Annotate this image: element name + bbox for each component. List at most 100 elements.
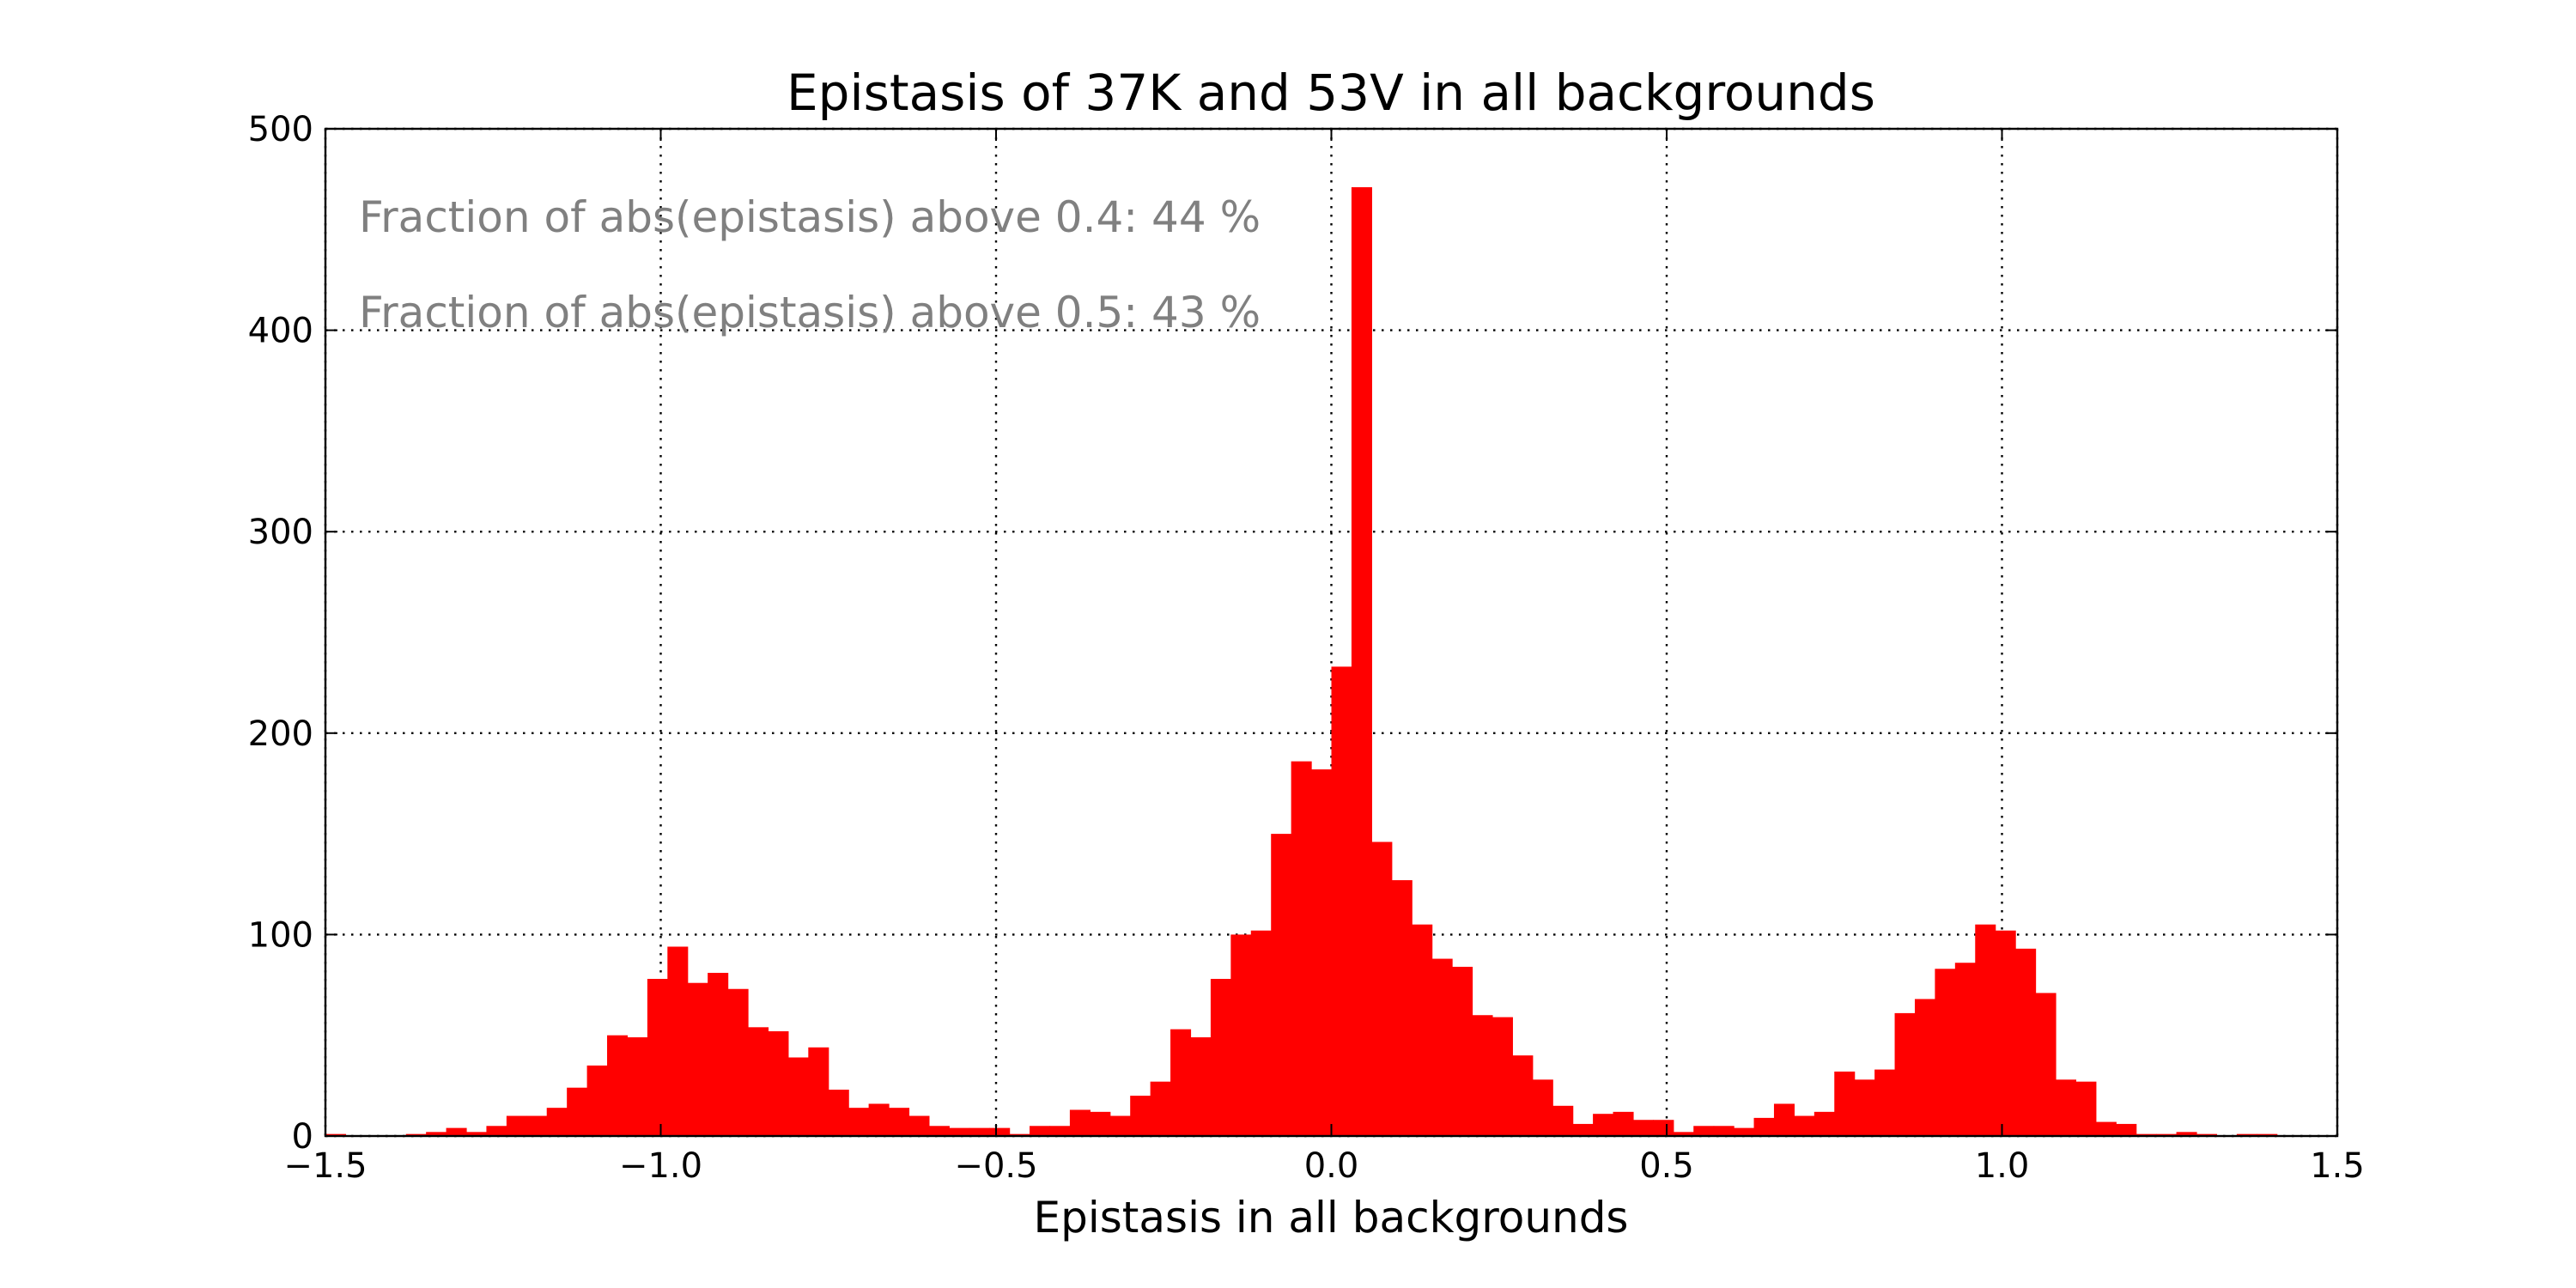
histogram-bar — [1794, 1115, 1815, 1136]
y-tick-label-4: 400 — [248, 312, 313, 351]
histogram-bar — [466, 1132, 488, 1136]
histogram-bar — [1532, 1079, 1553, 1136]
histogram-bar — [808, 1047, 829, 1136]
chart-title: Epistasis of 37K and 53V in all backgrou… — [787, 64, 1875, 122]
y-tick-label-1: 100 — [248, 915, 313, 955]
histogram-bar — [748, 1027, 769, 1136]
histogram-bar — [446, 1127, 467, 1136]
histogram-bar — [1673, 1132, 1694, 1136]
x-tick-label-3: 0.0 — [1304, 1146, 1359, 1186]
histogram-bar — [667, 946, 689, 1136]
histogram-bar — [1854, 1079, 1875, 1136]
histogram-bar — [1170, 1029, 1192, 1136]
histogram-bar — [989, 1127, 1011, 1136]
histogram-bar — [586, 1065, 608, 1136]
histogram-bar — [1271, 834, 1292, 1136]
x-axis-label: Epistasis in all backgrounds — [1034, 1193, 1629, 1242]
annotation-fraction-0-4: Fraction of abs(epistasis) above 0.4: 44… — [359, 192, 1261, 242]
histogram-bar — [1049, 1126, 1071, 1136]
histogram-bar — [908, 1115, 930, 1136]
histogram-bar — [607, 1035, 629, 1136]
histogram-bar — [787, 1057, 809, 1136]
histogram-bar — [2035, 993, 2057, 1136]
histogram-bar — [1492, 1017, 1513, 1136]
histogram-bar — [1954, 963, 1976, 1136]
histogram-bar — [969, 1127, 990, 1136]
histogram-bar — [1069, 1109, 1091, 1136]
tick-labels: −1.5 −1.0 −0.5 0.0 0.5 1.0 1.5 0 100 200 300 400 500 — [248, 110, 2365, 1186]
histogram-bar — [1572, 1123, 1594, 1136]
histogram-bar — [1431, 958, 1453, 1136]
y-tick-label-3: 300 — [248, 513, 313, 552]
histogram-bar — [1713, 1126, 1735, 1136]
histogram-bar — [1130, 1096, 1151, 1136]
histogram-bar — [1613, 1111, 1634, 1136]
histogram-bar — [1914, 999, 1935, 1136]
histogram-bar — [1210, 979, 1231, 1136]
annotation-fraction-0-5: Fraction of abs(epistasis) above 0.5: 43… — [359, 288, 1261, 337]
histogram-bar — [708, 972, 729, 1136]
histogram-bar — [1693, 1126, 1715, 1136]
histogram-bar — [1632, 1120, 1654, 1136]
histogram-bar — [486, 1126, 507, 1136]
histogram-bar — [1291, 761, 1312, 1136]
histogram-bar — [868, 1103, 890, 1136]
histogram-bar — [1814, 1111, 1835, 1136]
histogram-bar — [1593, 1114, 1614, 1136]
histogram-bar — [727, 988, 749, 1136]
histogram-bar — [949, 1127, 970, 1136]
x-tick-label-2: −0.5 — [954, 1146, 1037, 1186]
histogram-bar — [1512, 1055, 1534, 1136]
histogram-bar — [1452, 966, 1473, 1136]
histogram-bar — [506, 1115, 527, 1136]
histogram-bar — [848, 1108, 870, 1136]
histogram-bar — [1552, 1105, 1574, 1136]
histogram-bars — [325, 187, 2278, 1137]
histogram-bar — [928, 1126, 950, 1136]
histogram-bar — [647, 979, 668, 1136]
histogram-bar — [2095, 1121, 2117, 1136]
histogram-bar — [2075, 1081, 2097, 1136]
histogram-bar — [526, 1115, 548, 1136]
histogram-bar — [1874, 1069, 1896, 1136]
histogram-bar — [1190, 1037, 1212, 1136]
y-tick-label-0: 0 — [292, 1117, 313, 1157]
histogram-bar — [1311, 769, 1333, 1136]
histogram-bar — [1653, 1120, 1674, 1136]
histogram-bar — [1412, 924, 1433, 1136]
histogram-bar — [1734, 1127, 1755, 1136]
histogram-bar — [1391, 880, 1413, 1136]
histogram-bar — [2015, 948, 2037, 1136]
histogram-bar — [1371, 841, 1393, 1136]
histogram-bar — [1150, 1081, 1171, 1136]
histogram-bar — [1753, 1117, 1775, 1136]
y-tick-label-5: 500 — [248, 110, 313, 149]
x-tick-label-4: 0.5 — [1639, 1146, 1694, 1186]
x-tick-label-6: 1.5 — [2310, 1146, 2365, 1186]
histogram-bar — [1230, 934, 1252, 1136]
y-tick-label-2: 200 — [248, 714, 313, 754]
histogram-bar — [1834, 1071, 1856, 1136]
histogram-bar — [889, 1108, 910, 1136]
histogram-bar — [627, 1037, 648, 1136]
histogram-bar — [1030, 1126, 1051, 1136]
histogram-bar — [1090, 1111, 1111, 1136]
axes — [324, 127, 2339, 1138]
histogram-bar — [546, 1108, 568, 1136]
histogram-bar — [1109, 1115, 1131, 1136]
histogram-bar — [687, 982, 708, 1136]
histogram-bar — [2176, 1132, 2197, 1136]
histogram-bar — [1250, 930, 1272, 1136]
histogram-bar — [1975, 924, 1996, 1136]
x-tick-label-1: −1.0 — [619, 1146, 702, 1186]
histogram-bar — [426, 1132, 447, 1136]
histogram-bar — [1773, 1103, 1795, 1136]
histogram-bar — [1935, 969, 1956, 1136]
x-tick-label-5: 1.0 — [1975, 1146, 2030, 1186]
histogram-bar — [1351, 187, 1372, 1137]
histogram-bar — [828, 1090, 849, 1136]
histogram-bar — [2116, 1123, 2137, 1136]
histogram-bar — [567, 1087, 588, 1136]
histogram-bar — [2055, 1079, 2077, 1136]
